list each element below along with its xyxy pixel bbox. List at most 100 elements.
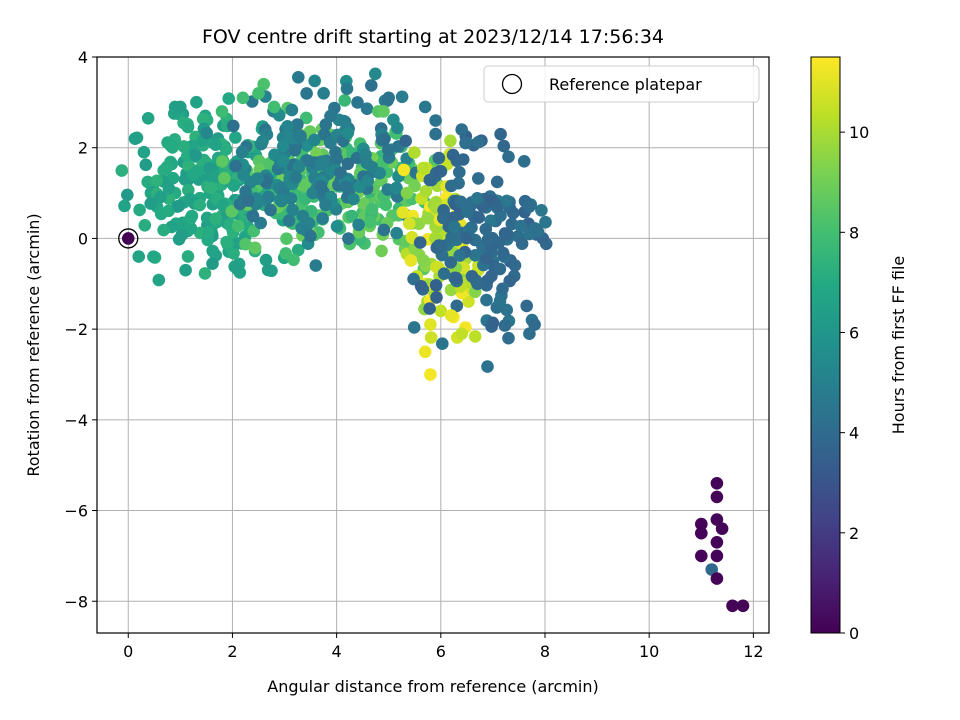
data-point [377,105,390,118]
data-point [294,129,307,143]
x-tick-label: 4 [332,642,342,661]
data-point [206,257,219,271]
data-point [365,202,379,216]
data-point [377,223,391,237]
data-point [166,171,180,185]
data-point [330,152,344,165]
data-point [423,302,436,315]
data-point [418,345,432,359]
data-point [177,140,191,153]
data-point [710,572,724,585]
data-point [468,330,482,343]
data-point [152,273,166,287]
data-point [382,143,395,157]
data-point [339,180,353,193]
data-point [403,217,416,230]
x-tick-label: 2 [227,642,237,661]
data-point [139,158,153,172]
data-point [500,194,514,208]
data-point [472,172,485,185]
data-point [493,262,507,276]
data-point [248,241,262,255]
colorbar-tick-label: 4 [849,424,859,443]
y-tick-label: −4 [64,411,88,430]
data-point [390,181,403,195]
data-point [299,111,313,125]
colorbar-label: Hours from first FF file [889,256,908,435]
data-point [434,304,448,318]
data-point [498,227,512,240]
data-point [397,163,411,177]
data-point [430,291,443,304]
data-point [429,127,442,141]
data-point [276,140,290,153]
data-point [460,231,473,245]
data-point [203,161,216,175]
data-point [206,244,219,258]
data-point [471,192,484,205]
data-point [378,132,391,146]
data-point [424,368,437,381]
data-point [445,231,458,244]
data-point [494,127,507,141]
data-point [472,135,485,149]
data-point [408,146,421,159]
data-point [375,244,388,258]
data-point [421,212,434,225]
data-point [407,321,421,334]
data-point [237,168,250,182]
data-point [365,160,379,174]
data-point [369,67,382,81]
data-point [227,119,240,133]
data-point [280,232,293,245]
data-point [434,239,448,253]
x-tick-label: 6 [436,642,446,661]
data-point [391,121,404,135]
data-point [141,112,155,125]
data-point [710,536,724,549]
data-point [399,134,413,148]
data-point [338,115,352,129]
data-point [205,181,218,195]
data-point [282,214,296,227]
data-point [364,215,377,229]
data-point [497,139,511,153]
data-point [517,155,531,168]
data-point [215,105,229,118]
data-point [710,549,724,563]
data-point [175,228,189,242]
data-point [485,269,498,283]
data-point [128,132,142,145]
y-tick-label: 4 [78,48,88,67]
data-point [481,233,495,246]
x-tick-label: 0 [123,642,133,661]
data-point [531,225,545,238]
plot-area: 0 2 4 6 8 10 12 −8 −6 −4 −2 0 2 4 [64,48,770,661]
data-point [289,171,303,184]
data-point [413,236,427,249]
data-point [265,264,278,278]
data-point [286,203,299,217]
data-point [341,157,355,171]
data-point [472,211,486,224]
data-point [480,252,493,265]
data-point [360,102,374,115]
data-point [330,220,344,233]
data-point [404,254,418,267]
data-point [449,271,463,285]
data-point [216,155,229,168]
data-point [115,164,129,177]
data-point [304,229,317,243]
data-point [196,112,210,126]
data-point [144,197,157,210]
y-tick-label: −8 [64,592,88,611]
data-point [535,204,548,217]
data-point [202,226,215,239]
data-point [494,209,507,222]
data-point [239,185,252,198]
data-point [225,205,238,218]
data-point [296,209,310,223]
data-point [285,103,299,117]
data-point [351,96,364,109]
